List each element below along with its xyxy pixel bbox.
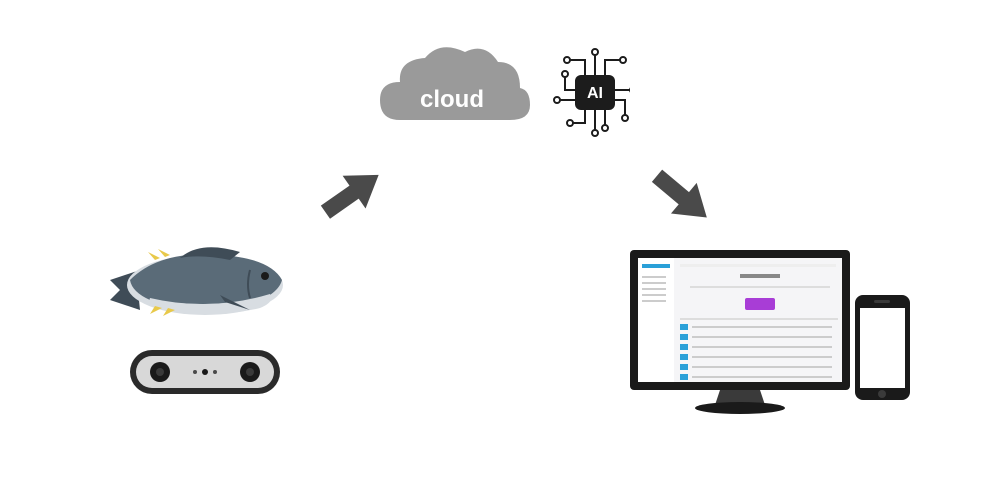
ai-chip-icon: AI [554,49,630,136]
arrow-fish-to-cloud [310,165,390,230]
node-devices [620,240,920,440]
camera-icon [130,350,280,394]
node-cloud-ai: cloud AI [370,40,630,150]
fish-icon [110,247,283,316]
ai-chip-label: AI [587,85,603,102]
phone-icon [855,295,910,400]
cloud-icon: cloud [380,47,530,120]
arrow-cloud-to-devices [640,165,720,230]
node-fish-camera [100,230,300,410]
monitor-icon [630,250,850,414]
cloud-label: cloud [420,86,484,113]
